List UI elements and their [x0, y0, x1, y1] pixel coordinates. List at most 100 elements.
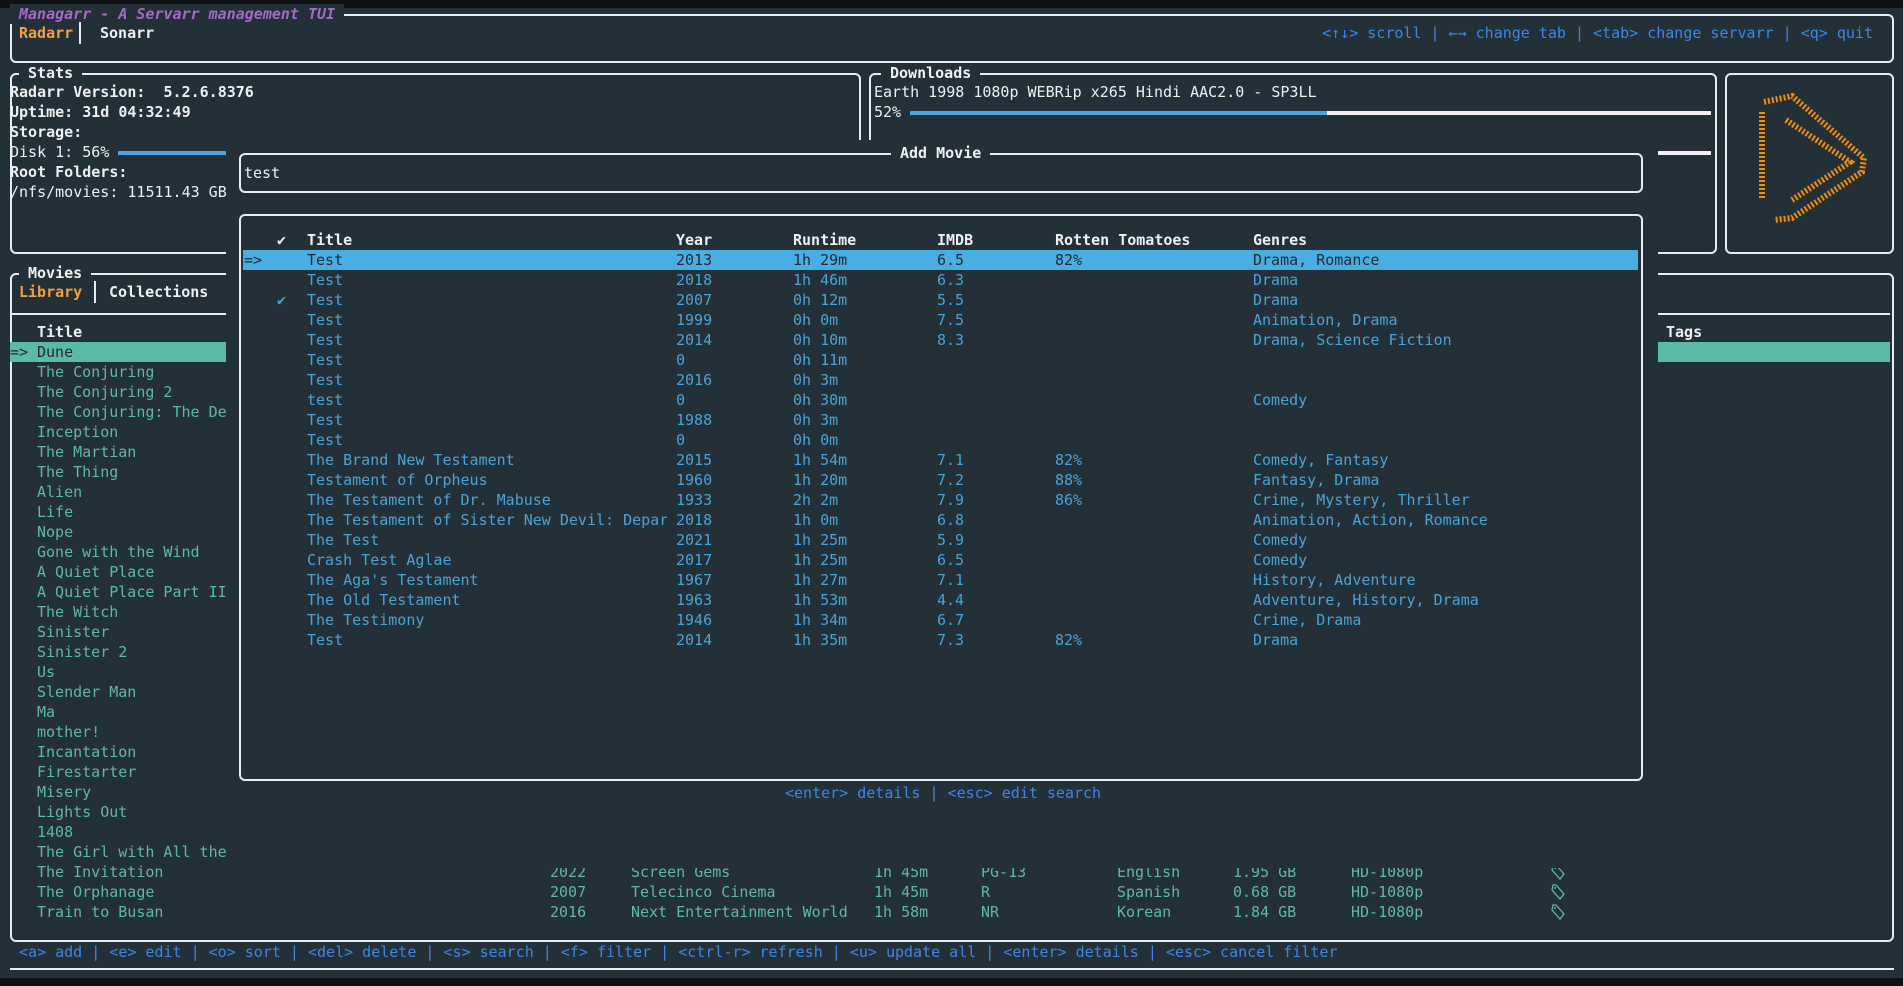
result-genres: Drama	[1253, 631, 1299, 649]
result-title[interactable]: The Brand New Testament	[307, 451, 515, 469]
result-year: 1999	[676, 311, 713, 329]
results-header-check: ✔	[277, 231, 287, 249]
radarr-version: Radarr Version: 5.2.6.8376	[10, 83, 254, 101]
results-box	[239, 214, 1643, 781]
library-row[interactable]: Ma	[37, 703, 56, 721]
result-genres: History, Adventure	[1253, 571, 1416, 589]
library-row[interactable]: Train to Busan	[37, 903, 164, 921]
result-title[interactable]: Test	[307, 271, 344, 289]
library-row[interactable]: Alien	[37, 483, 83, 501]
result-runtime: 0h 0m	[793, 431, 839, 449]
library-row[interactable]: A Quiet Place	[37, 563, 155, 581]
result-title[interactable]: Test	[307, 351, 344, 369]
result-title[interactable]: The Old Testament	[307, 591, 461, 609]
selected-marker: =>	[244, 251, 263, 269]
result-imdb: 7.1	[937, 571, 965, 589]
library-row[interactable]: Lights Out	[37, 803, 128, 821]
tag-icon[interactable]	[1550, 904, 1566, 921]
tab-collections[interactable]: Collections	[109, 283, 209, 301]
result-year: 1988	[676, 411, 713, 429]
download-progress-track-2	[1640, 151, 1711, 155]
result-imdb: 7.3	[937, 631, 965, 649]
result-imdb: 7.5	[937, 311, 965, 329]
result-imdb: 7.9	[937, 491, 965, 509]
library-quality: HD-1080p	[1351, 883, 1424, 901]
result-title[interactable]: Test	[307, 431, 344, 449]
result-imdb: 6.7	[937, 611, 965, 629]
result-year: 2015	[676, 451, 713, 469]
library-row[interactable]: The Conjuring	[37, 363, 155, 381]
library-row[interactable]: mother!	[37, 723, 101, 741]
result-title[interactable]: The Testament of Sister New Devil: Depar	[307, 511, 667, 529]
library-row[interactable]: The Orphanage	[37, 883, 155, 901]
result-title[interactable]: Test	[307, 291, 344, 309]
result-year: 2014	[676, 331, 713, 349]
library-row[interactable]: The Girl with All the	[37, 843, 226, 861]
library-row[interactable]: Nope	[37, 523, 74, 541]
search-input[interactable]: test	[244, 164, 281, 182]
library-row[interactable]: Sinister	[37, 623, 110, 641]
library-row[interactable]: The Thing	[37, 463, 119, 481]
result-title[interactable]: Test	[307, 331, 344, 349]
library-row[interactable]: Incantation	[37, 743, 137, 761]
result-title[interactable]: Test	[307, 371, 344, 389]
result-title[interactable]: Test	[307, 631, 344, 649]
result-selected-highlight	[243, 250, 1638, 270]
result-runtime: 1h 25m	[793, 531, 848, 549]
library-row[interactable]: Inception	[37, 423, 119, 441]
library-row[interactable]: Slender Man	[37, 683, 137, 701]
selected-marker: =>	[10, 343, 29, 361]
library-title-header: Title	[37, 323, 83, 341]
result-rt: 82%	[1055, 451, 1083, 469]
library-tags-highlight	[1658, 342, 1890, 362]
library-row[interactable]: Dune	[37, 343, 74, 361]
result-genres: Comedy	[1253, 551, 1308, 569]
result-title[interactable]: test	[307, 391, 344, 409]
library-row[interactable]: A Quiet Place Part II	[37, 583, 226, 601]
result-title[interactable]: The Testimony	[307, 611, 425, 629]
tab-sonarr[interactable]: Sonarr	[100, 24, 155, 42]
result-title[interactable]: Crash Test Aglae	[307, 551, 452, 569]
result-year: 0	[676, 351, 686, 369]
results-header-title: Title	[307, 231, 353, 249]
result-year: 2007	[676, 291, 713, 309]
library-row[interactable]: The Conjuring: The De	[37, 403, 226, 421]
result-title[interactable]: Test	[307, 311, 344, 329]
storage-label: Storage:	[10, 123, 83, 141]
result-runtime: 1h 54m	[793, 451, 848, 469]
result-title[interactable]: The Test	[307, 531, 380, 549]
library-row[interactable]: Life	[37, 503, 74, 521]
tab-library[interactable]: Library	[19, 283, 83, 301]
result-genres: Animation, Drama	[1253, 311, 1398, 329]
result-year: 0	[676, 431, 686, 449]
result-title[interactable]: Test	[307, 411, 344, 429]
library-row[interactable]: Firestarter	[37, 763, 137, 781]
result-imdb: 6.5	[937, 551, 965, 569]
result-title[interactable]: The Aga's Testament	[307, 571, 479, 589]
library-row[interactable]: Sinister 2	[37, 643, 128, 661]
result-year: 0	[676, 391, 686, 409]
uptime: Uptime: 31d 04:32:49	[10, 103, 191, 121]
library-row[interactable]: Gone with the Wind	[37, 543, 200, 561]
library-row[interactable]: The Martian	[37, 443, 137, 461]
check-icon: ✔	[277, 291, 287, 309]
library-row[interactable]: Us	[37, 663, 56, 681]
library-row[interactable]: The Invitation	[37, 863, 164, 881]
result-title[interactable]: The Testament of Dr. Mabuse	[307, 491, 551, 509]
result-title[interactable]: Testament of Orpheus	[307, 471, 488, 489]
tab-radarr[interactable]: Radarr	[19, 24, 74, 42]
results-header-imdb: IMDB	[937, 231, 974, 249]
result-genres: Comedy, Fantasy	[1253, 451, 1389, 469]
library-row[interactable]: The Conjuring 2	[37, 383, 173, 401]
library-row[interactable]: 1408	[37, 823, 74, 841]
result-runtime: 1h 35m	[793, 631, 848, 649]
library-row[interactable]: Misery	[37, 783, 92, 801]
library-row[interactable]: The Witch	[37, 603, 119, 621]
result-genres: Drama, Science Fiction	[1253, 331, 1452, 349]
tag-icon[interactable]	[1550, 884, 1566, 901]
library-language: Korean	[1117, 903, 1172, 921]
result-year: 1933	[676, 491, 713, 509]
library-studio: Next Entertainment World	[631, 903, 848, 921]
results-header-rt: Rotten Tomatoes	[1055, 231, 1191, 249]
result-title[interactable]: Test	[307, 251, 344, 269]
